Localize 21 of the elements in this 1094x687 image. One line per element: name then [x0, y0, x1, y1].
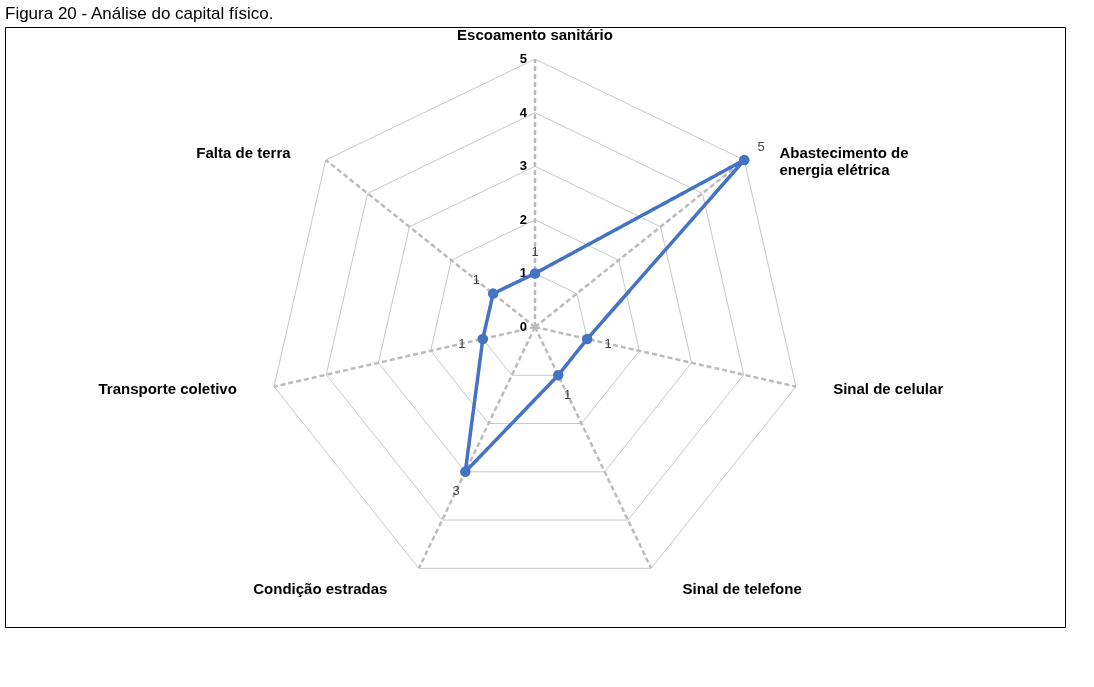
y-tick-label: 1	[519, 265, 527, 281]
y-tick-label: 5	[519, 51, 527, 67]
data-label: 1	[604, 335, 612, 351]
y-tick-label: 4	[519, 104, 528, 120]
data-label: 5	[757, 138, 765, 154]
data-label: 1	[531, 244, 539, 259]
data-label: 1	[563, 386, 572, 402]
y-tick-label: 0	[519, 319, 527, 334]
spoke-label: Escoamento sanitário	[457, 26, 613, 44]
spoke-label: Falta de terra	[196, 144, 292, 162]
data-label: 1	[472, 272, 481, 288]
spoke-label: Sinal de telefone	[682, 579, 802, 597]
chart-title: Figura 20 - Análise do capital físico.	[5, 4, 274, 23]
data-label: 1	[458, 335, 466, 351]
spoke-label: Condição estradas	[253, 579, 388, 597]
y-tick-label: 3	[519, 158, 527, 174]
data-label: 3	[452, 483, 460, 499]
spoke-label: Transporte coletivo	[98, 379, 237, 397]
spoke-label: Abastecimento de energia elétrica	[779, 144, 909, 179]
y-tick-label: 2	[519, 211, 527, 227]
spoke-label: Sinal de celular	[833, 379, 944, 397]
